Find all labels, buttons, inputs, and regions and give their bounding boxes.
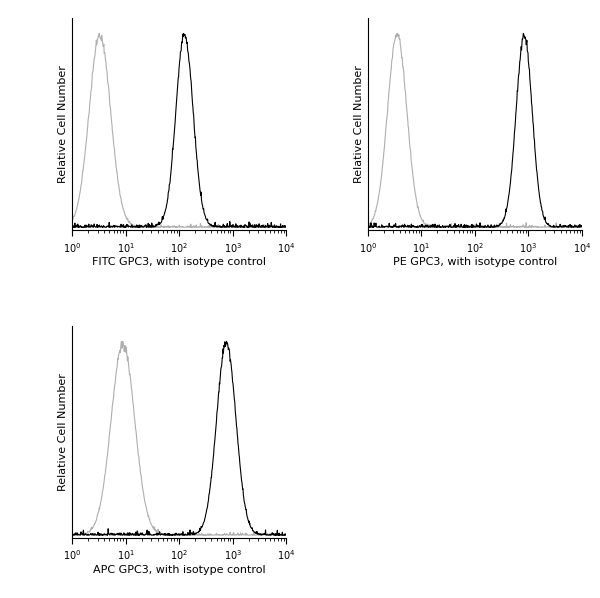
Y-axis label: Relative Cell Number: Relative Cell Number bbox=[58, 373, 68, 491]
Y-axis label: Relative Cell Number: Relative Cell Number bbox=[58, 65, 68, 183]
X-axis label: APC GPC3, with isotype control: APC GPC3, with isotype control bbox=[93, 565, 265, 575]
X-axis label: PE GPC3, with isotype control: PE GPC3, with isotype control bbox=[393, 257, 557, 267]
Y-axis label: Relative Cell Number: Relative Cell Number bbox=[353, 65, 364, 183]
X-axis label: FITC GPC3, with isotype control: FITC GPC3, with isotype control bbox=[92, 257, 266, 267]
